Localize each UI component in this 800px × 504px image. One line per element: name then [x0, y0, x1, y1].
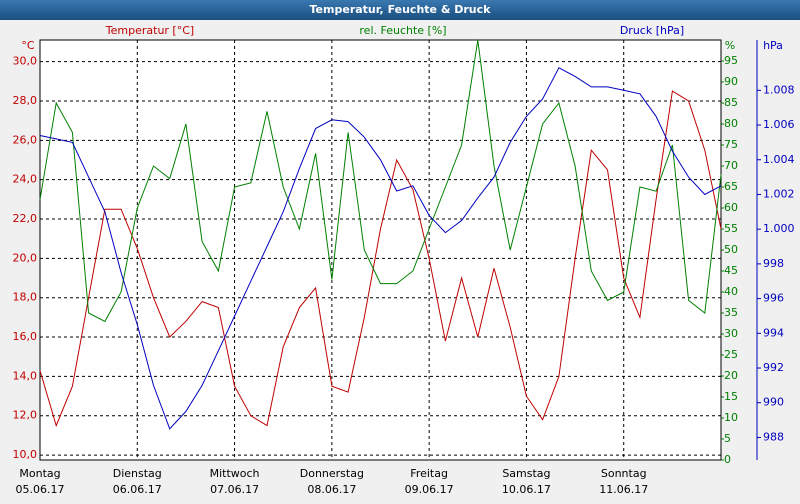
y3-axis-label: Druck [hPa] — [620, 24, 684, 37]
x-tick-date: 08.06.17 — [307, 483, 356, 496]
y-tick-label: 28,0 — [13, 94, 38, 107]
y2-unit: % — [725, 39, 735, 52]
y2-tick-label: 55 — [724, 222, 738, 235]
y2-tick-label: 95 — [724, 54, 738, 67]
x-tick-label: Sonntag — [601, 467, 647, 480]
x-tick-date: 11.06.17 — [599, 483, 648, 496]
series-line — [39, 39, 722, 323]
x-tick-date: 05.06.17 — [16, 483, 65, 496]
y-tick-label: 22,0 — [13, 212, 38, 225]
series-line — [39, 67, 722, 430]
title-bar — [0, 0, 800, 20]
y2-tick-label: 30 — [724, 327, 738, 340]
y3-tick-label: 1.004 — [763, 153, 795, 166]
y2-tick-label: 10 — [724, 411, 738, 424]
y2-tick-label: 70 — [724, 159, 738, 172]
x-tick-date: 10.06.17 — [502, 483, 551, 496]
y-tick-label: 14,0 — [13, 369, 38, 382]
y2-tick-label: 50 — [724, 243, 738, 256]
y3-tick-label: 994 — [763, 326, 784, 339]
y2-tick-label: 90 — [724, 75, 738, 88]
y-tick-label: 24,0 — [13, 173, 38, 186]
y-axis-label: Temperatur [°C] — [105, 24, 194, 37]
x-tick-date: 09.06.17 — [405, 483, 454, 496]
y2-tick-label: 5 — [724, 432, 731, 445]
y-tick-label: 20,0 — [13, 251, 38, 264]
y-tick-label: 10,0 — [13, 448, 38, 461]
y3-tick-label: 988 — [763, 430, 784, 443]
y2-tick-label: 75 — [724, 138, 738, 151]
y2-tick-label: 20 — [724, 369, 738, 382]
y2-tick-label: 25 — [724, 348, 738, 361]
y2-tick-label: 40 — [724, 285, 738, 298]
y3-tick-label: 990 — [763, 396, 784, 409]
y3-tick-label: 998 — [763, 257, 784, 270]
x-tick-label: Donnerstag — [300, 467, 364, 480]
x-tick-label: Dienstag — [113, 467, 162, 480]
y2-axis-label: rel. Feuchte [%] — [359, 24, 446, 37]
y3-tick-label: 1.002 — [763, 187, 795, 200]
plot-area — [39, 39, 722, 461]
series-line — [39, 90, 722, 428]
y-tick-label: 30,0 — [13, 55, 38, 68]
y3-tick-label: 1.008 — [763, 83, 795, 96]
y-tick-label: 26,0 — [13, 133, 38, 146]
y2-tick-label: 45 — [724, 264, 738, 277]
x-tick-label: Freitag — [410, 467, 448, 480]
x-tick-label: Mittwoch — [210, 467, 260, 480]
y3-tick-label: 1.006 — [763, 118, 795, 131]
x-tick-label: Montag — [19, 467, 60, 480]
x-tick-date: 07.06.17 — [210, 483, 259, 496]
y2-tick-label: 80 — [724, 117, 738, 130]
y3-tick-label: 996 — [763, 292, 784, 305]
y2-tick-label: 0 — [724, 453, 731, 466]
y3-tick-label: 992 — [763, 361, 784, 374]
y2-tick-label: 15 — [724, 390, 738, 403]
y2-tick-label: 60 — [724, 201, 738, 214]
y3-unit: hPa — [763, 39, 783, 52]
y2-tick-label: 35 — [724, 306, 738, 319]
x-tick-date: 06.06.17 — [113, 483, 162, 496]
y-tick-label: 12,0 — [13, 409, 38, 422]
y-unit: °C — [21, 39, 35, 52]
y-tick-label: 16,0 — [13, 330, 38, 343]
y-tick-label: 18,0 — [13, 291, 38, 304]
chart-title: Temperatur, Feuchte & Druck — [310, 3, 492, 16]
y2-tick-label: 65 — [724, 180, 738, 193]
y3-tick-label: 1.000 — [763, 222, 795, 235]
x-tick-label: Samstag — [502, 467, 550, 480]
y2-tick-label: 85 — [724, 96, 738, 109]
